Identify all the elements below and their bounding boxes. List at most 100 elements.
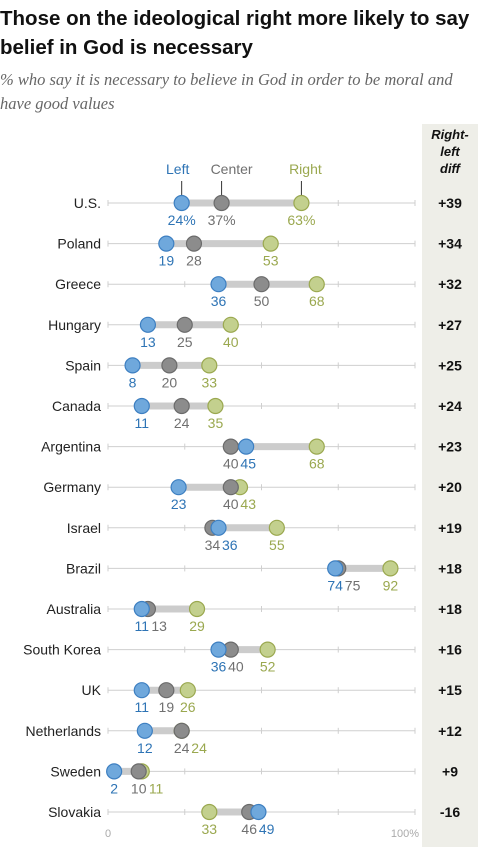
country-label: South Korea (23, 642, 101, 658)
country-label: UK (82, 682, 102, 698)
chart-row: Germany +20 23 40 43 (43, 479, 462, 512)
dot-left (210, 519, 227, 536)
country-label: Argentina (41, 439, 101, 455)
value-label-center: 37% (208, 212, 236, 228)
x-axis-labels: 0 100% (105, 828, 419, 840)
value-label-center: 24 (174, 415, 190, 431)
value-label-center: 40 (223, 456, 239, 472)
diff-value: +15 (438, 682, 462, 698)
value-label-right: 26 (180, 699, 196, 715)
chart-row: Poland +34 19 28 53 (57, 235, 462, 269)
value-label-center: 34 (205, 537, 221, 553)
value-label-right: 43 (240, 496, 256, 512)
legend-right: Right (289, 161, 322, 177)
value-label-right: 29 (189, 618, 205, 634)
value-label-right: 92 (383, 577, 399, 593)
diff-value: +12 (438, 723, 462, 739)
value-label-right: 55 (269, 537, 285, 553)
dot-left (158, 235, 175, 252)
diff-value: +23 (438, 439, 462, 455)
chart-row: Argentina +23 40 45 68 (41, 438, 462, 472)
country-label: Poland (57, 236, 101, 252)
dot-left (210, 641, 227, 658)
value-label-center: 25 (177, 334, 193, 350)
value-label-center: 24 (174, 740, 190, 756)
value-label-left: 12 (137, 740, 153, 756)
value-label-center: 13 (151, 618, 167, 634)
dot-left (210, 276, 227, 293)
value-label-left: 19 (159, 253, 175, 269)
value-label-left: 2 (110, 780, 118, 796)
diff-value: +32 (438, 276, 462, 292)
value-label-right: 33 (202, 374, 218, 390)
country-label: Israel (67, 520, 101, 536)
value-label-right: 68 (309, 293, 325, 309)
diff-value: +18 (438, 560, 462, 576)
chart-row: Sweden +9 2 10 11 (50, 763, 458, 796)
chart-row: Slovakia -16 33 46 49 (48, 803, 460, 837)
value-label-left: 13 (140, 334, 156, 350)
diff-header-line: diff (440, 161, 462, 176)
diff-value: +25 (438, 357, 462, 373)
diff-value: +19 (438, 520, 462, 536)
dot-right (293, 194, 310, 212)
country-label: Spain (65, 357, 101, 373)
value-label-left: 36 (211, 659, 227, 675)
diff-value: +9 (442, 763, 458, 779)
chart-row: Canada +24 11 24 35 (52, 397, 462, 431)
value-label-left: 45 (240, 456, 256, 472)
diff-value: +39 (438, 195, 462, 211)
dot-left (133, 682, 150, 699)
value-label-right: 33 (202, 821, 218, 837)
value-label-center: 75 (345, 577, 361, 593)
axis-label-min: 0 (105, 828, 111, 840)
value-label-left: 49 (259, 821, 275, 837)
dot-center (173, 722, 190, 739)
dot-right (201, 357, 218, 374)
value-label-center: 46 (241, 821, 257, 837)
country-label: Australia (47, 601, 102, 617)
dot-left (327, 560, 344, 577)
value-label-center: 40 (228, 659, 244, 675)
value-label-left: 36 (222, 537, 238, 553)
value-label-right: 40 (223, 334, 239, 350)
diff-value: -16 (440, 804, 460, 820)
country-label: U.S. (74, 195, 101, 211)
chart-row: Australia +18 11 13 29 (47, 600, 462, 634)
value-label-right: 68 (309, 456, 325, 472)
chart-row: Spain +25 8 20 33 (65, 357, 462, 390)
value-label-center: 28 (186, 253, 202, 269)
value-label-left: 11 (134, 699, 149, 715)
diff-column-header: Right-left diff (431, 127, 469, 176)
diff-column-background (422, 124, 478, 847)
country-label: Germany (43, 479, 101, 495)
chart-row: Greece +32 36 50 68 (55, 276, 462, 309)
chart-title: Those on the ideological right more like… (0, 7, 470, 59)
diff-value: +18 (438, 601, 462, 617)
dot-center (158, 682, 175, 699)
value-label-left: 8 (129, 374, 137, 390)
value-label-right: 24 (191, 740, 207, 756)
country-label: Canada (52, 398, 101, 414)
legend: Left Center Right (166, 161, 322, 196)
value-label-left: 36 (211, 293, 227, 309)
diff-value: +16 (438, 642, 462, 658)
dot-center (222, 438, 239, 455)
dot-right (382, 560, 399, 577)
dot-center (161, 357, 178, 374)
chart-row: U.S. +39 24% 37% 63% (74, 194, 462, 228)
country-label: Slovakia (48, 804, 101, 820)
value-label-left: 74 (327, 577, 343, 593)
dot-left (250, 803, 267, 821)
country-label: Netherlands (26, 723, 102, 739)
value-label-center: 19 (159, 699, 175, 715)
value-label-center: 50 (254, 293, 270, 309)
dot-left (124, 357, 141, 374)
dot-right (268, 519, 285, 536)
chart-row: Netherlands +12 12 24 24 (26, 722, 462, 756)
dot-right (308, 438, 325, 455)
legend-center: Center (211, 161, 253, 177)
axis-label-max: 100% (391, 828, 419, 840)
